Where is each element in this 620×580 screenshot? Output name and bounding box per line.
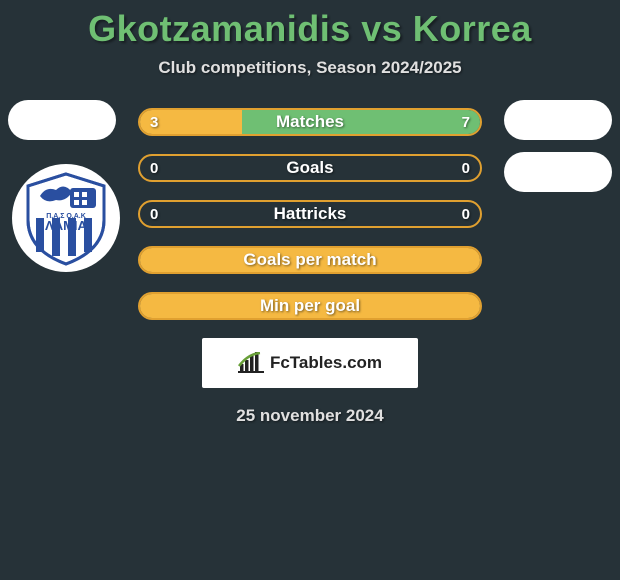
bar-label: Matches — [276, 112, 344, 132]
bar-value-left: 0 — [150, 160, 158, 177]
player2-club-placeholder — [504, 152, 612, 192]
bar-value-right: 7 — [462, 114, 470, 131]
player1-photo-placeholder — [8, 100, 116, 140]
stat-bar: Min per goal — [138, 292, 482, 320]
player2-photo-placeholder — [504, 100, 612, 140]
comparison-bars: 3 7 Matches 0 0 Goals 0 0 Hattricks Goals per mat… — [138, 108, 482, 320]
bar-value-right: 0 — [462, 160, 470, 177]
fctables-logo: FcTables.com — [202, 338, 418, 388]
svg-text:ΛΑΜΙΑ: ΛΑΜΙΑ — [45, 218, 88, 233]
bar-value-right: 0 — [462, 206, 470, 223]
stat-bar: Goals per match — [138, 246, 482, 274]
bar-label: Hattricks — [274, 204, 347, 224]
bar-label: Min per goal — [260, 296, 360, 316]
stat-bar: 0 0 Goals — [138, 154, 482, 182]
comparison-title: Gkotzamanidis vs Korrea — [0, 0, 620, 50]
snapshot-date: 25 november 2024 — [0, 406, 620, 426]
bar-label: Goals per match — [243, 250, 376, 270]
stat-bar: 0 0 Hattricks — [138, 200, 482, 228]
bar-value-left: 3 — [150, 114, 158, 131]
stat-bar: 3 7 Matches — [138, 108, 482, 136]
bar-chart-icon — [238, 352, 264, 374]
bar-label: Goals — [286, 158, 333, 178]
bar-value-left: 0 — [150, 206, 158, 223]
player1-club-badge: Π.Α.Σ Ο.Α.Κ ΛΑΜΙΑ — [12, 164, 120, 272]
footer-brand-text: FcTables.com — [270, 353, 382, 373]
comparison-subtitle: Club competitions, Season 2024/2025 — [0, 58, 620, 78]
chart-area: Π.Α.Σ Ο.Α.Κ ΛΑΜΙΑ 3 7 Matches 0 0 Goals 0 0 Hatt… — [0, 108, 620, 320]
lamia-shield-icon: Π.Α.Σ Ο.Α.Κ ΛΑΜΙΑ — [16, 168, 116, 268]
